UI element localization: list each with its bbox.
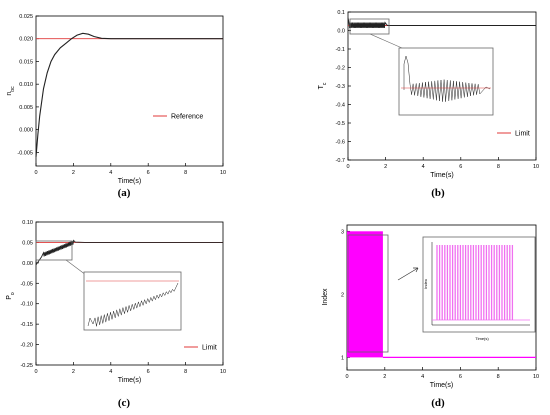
y-axis-label-c: Po (6, 292, 16, 300)
y-tick-label-c-5: 0.00 (22, 261, 33, 267)
switching-band-d (347, 231, 383, 358)
y-tick-label-d-0: 1 (341, 355, 344, 361)
x-tick-label-c-4: 8 (184, 369, 187, 375)
zoom-inset-c (83, 271, 182, 331)
x-tick-label-d-1: 2 (383, 374, 386, 380)
caption-a: (a) (118, 187, 131, 199)
y-tick-label-c-3: -0.10 (20, 302, 33, 308)
y-tick-label-a-5: 0.020 (19, 37, 33, 43)
y-axis-label-d: Index (322, 288, 329, 306)
y-tick-label-b-5: -0.2 (336, 66, 345, 72)
y-axis-label-sub-c: o (10, 292, 16, 295)
legend-label-a: Reference (171, 114, 203, 121)
x-tick-label-a-3: 6 (147, 170, 150, 176)
y-tick-label-a-4: 0.015 (19, 59, 33, 65)
x-axis-label-b: Time(s) (430, 172, 453, 179)
x-tick-label-a-2: 4 (109, 170, 112, 176)
inset-x-label-d: Time(s) (475, 336, 489, 341)
y-tick-label-a-0: -0.005 (17, 150, 33, 156)
x-tick-label-a-5: 10 (220, 170, 226, 176)
y-axis-label-sub-a: bc (10, 86, 16, 92)
panel-b: 0 2 4 6 8 10 -0.7 -0.6 -0.5 -0.4 -0.3 -0.2 -0.1 0.0 0.… (318, 10, 539, 179)
zoom-source-box-b (349, 18, 390, 35)
x-axis-label-d: Time(s) (430, 382, 453, 389)
x-tick-label-b-3: 6 (459, 164, 462, 170)
y-tick-label-b-6: -0.1 (336, 47, 345, 53)
torque-signal-b (347, 17, 536, 29)
plot-frame-c (35, 221, 224, 366)
y-tick-label-b-0: -0.7 (336, 158, 345, 164)
x-tick-label-d-2: 4 (421, 374, 424, 380)
x-tick-label-b-5: 10 (533, 164, 539, 170)
y-axis-label-a: nbc (6, 86, 16, 96)
y-tick-label-c-1: -0.20 (20, 343, 33, 349)
caption-c: (c) (118, 397, 131, 409)
x-axis-label-c: Time(s) (118, 377, 141, 384)
legend-label-c: Limit (202, 345, 217, 352)
y-tick-label-a-1: 0.000 (19, 128, 33, 134)
zoom-signal-b (403, 55, 491, 102)
x-tick-label-b-1: 2 (384, 164, 387, 170)
y-tick-label-d-2: 3 (341, 229, 344, 235)
zoom-arrow-d (397, 267, 419, 281)
x-tick-label-d-3: 6 (459, 374, 462, 380)
x-tick-label-a-1: 2 (72, 170, 75, 176)
x-tick-label-c-0: 0 (34, 369, 37, 375)
zoom-source-box-d (347, 234, 389, 353)
x-tick-label-b-4: 8 (497, 164, 500, 170)
x-tick-label-c-3: 6 (147, 369, 150, 375)
x-tick-label-a-4: 8 (184, 170, 187, 176)
zoom-inset-b (398, 47, 494, 116)
zoom-signal-c (87, 282, 179, 327)
response-line-a (35, 32, 223, 157)
zoom-connector-b (369, 33, 403, 49)
y-tick-label-c-7: 0.10 (22, 220, 33, 226)
zoom-arrowhead-d (413, 267, 419, 273)
y-tick-label-c-4: -0.05 (20, 281, 33, 287)
inset-y-label-d: Index (423, 279, 428, 289)
panel-c: 0 2 4 6 8 10 -0.25 -0.20 -0.15 -0.10 -0.05 0.00 0.05… (6, 220, 226, 384)
x-tick-label-c-2: 4 (109, 369, 112, 375)
y-tick-label-b-2: -0.5 (336, 121, 345, 127)
x-tick-label-d-5: 10 (533, 374, 539, 380)
panel-a: 0 2 4 6 8 10 -0.005 0.000 0.005 0.010 0.015 0.020 0.… (6, 14, 226, 185)
caption-d: (d) (431, 397, 445, 409)
plot-frame-a (35, 15, 224, 167)
y-tick-label-b-3: -0.4 (336, 103, 345, 109)
y-tick-label-c-6: 0.05 (22, 240, 33, 246)
legend-label-b: Limit (515, 131, 530, 138)
y-tick-label-b-7: 0.0 (337, 29, 345, 35)
y-tick-label-a-6: 0.025 (19, 14, 33, 20)
power-signal-c (35, 239, 223, 266)
y-tick-label-c-0: -0.25 (20, 363, 33, 369)
x-tick-label-b-0: 0 (346, 164, 349, 170)
x-tick-label-b-2: 4 (422, 164, 425, 170)
x-tick-label-d-4: 8 (497, 374, 500, 380)
y-tick-label-b-1: -0.6 (336, 140, 345, 146)
caption-b: (b) (431, 187, 445, 199)
y-tick-label-d-1: 2 (341, 292, 344, 298)
zoom-source-box-c (35, 240, 73, 261)
y-tick-label-b-8: 0.1 (337, 10, 345, 16)
x-tick-label-a-0: 0 (34, 170, 37, 176)
x-tick-label-c-1: 2 (72, 369, 75, 375)
x-tick-label-c-5: 10 (220, 369, 226, 375)
y-tick-label-a-3: 0.010 (19, 82, 33, 88)
y-axis-label-sub-b: c (322, 82, 328, 85)
y-axis-label-b: Tc (318, 82, 328, 89)
x-axis-label-a: Time(s) (118, 178, 141, 185)
y-tick-label-b-4: -0.3 (336, 84, 345, 90)
y-tick-label-c-2: -0.15 (20, 322, 33, 328)
zoom-connector-c (65, 259, 87, 276)
x-tick-label-d-0: 0 (345, 374, 348, 380)
y-tick-label-a-2: 0.005 (19, 105, 33, 111)
